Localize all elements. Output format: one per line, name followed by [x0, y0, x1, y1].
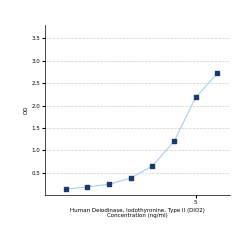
- Point: [64, 187, 68, 191]
- Point: [86, 185, 89, 189]
- Point: [129, 176, 133, 180]
- Point: [172, 139, 176, 143]
- Point: [194, 96, 198, 100]
- Y-axis label: OD: OD: [24, 106, 28, 114]
- X-axis label: Human Deiodinase, Iodothyronine, Type II (DIO2)
Concentration (ng/ml): Human Deiodinase, Iodothyronine, Type II…: [70, 208, 205, 218]
- Point: [107, 182, 111, 186]
- Point: [150, 164, 154, 168]
- Point: [215, 71, 219, 75]
